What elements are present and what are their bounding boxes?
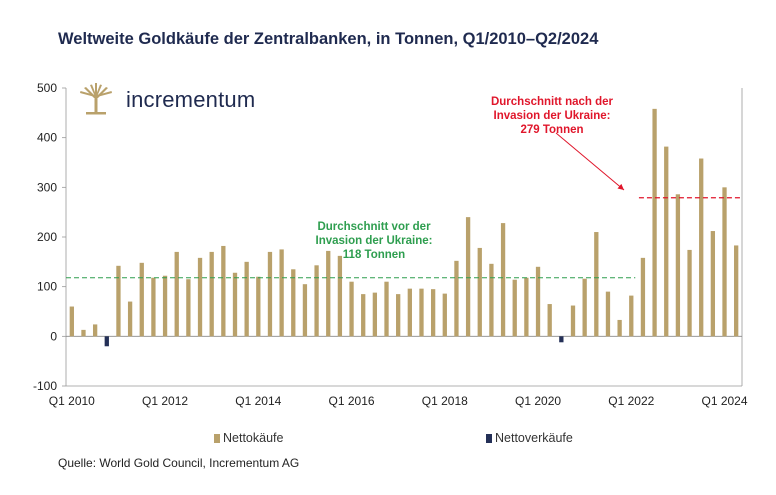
x-tick-label: Q1 2014	[235, 394, 281, 408]
legend-item-sell: Nettoverkäufe	[486, 431, 573, 445]
bar-net-purchase	[267, 251, 273, 337]
bar-net-purchase	[652, 108, 657, 337]
bar-net-purchase	[372, 292, 378, 337]
y-tick-label: 200	[37, 230, 57, 244]
y-tick-label: 0	[50, 329, 57, 343]
bar-net-purchase	[489, 263, 494, 337]
bar-net-purchase	[547, 304, 552, 337]
bar-net-purchase	[127, 301, 133, 337]
y-tick-label: 500	[37, 81, 57, 95]
bar-net-purchase	[629, 295, 634, 337]
x-tick-label: Q1 2010	[49, 394, 95, 408]
legend-swatch-buy	[214, 433, 220, 443]
annotation-avg-after: 279 Tonnen	[520, 124, 583, 136]
bar-net-purchase	[186, 279, 191, 337]
bar-net-purchase	[81, 329, 86, 337]
bar-net-purchase	[430, 289, 436, 337]
annotation-avg-after: Invasion der Ukraine:	[494, 110, 611, 122]
x-tick-label: Q1 2012	[142, 394, 188, 408]
bar-net-purchase	[524, 277, 529, 337]
bar-net-sale	[559, 336, 564, 343]
bar-net-purchase	[582, 278, 587, 337]
bar-net-purchase	[605, 291, 611, 337]
bar-net-purchase	[232, 272, 238, 337]
bar-net-purchase	[244, 261, 249, 337]
bar-net-purchase	[69, 306, 74, 337]
y-tick-label: 300	[37, 180, 57, 194]
bar-net-purchase	[396, 294, 401, 337]
bar-net-purchase	[221, 245, 226, 337]
bar-net-purchase	[256, 276, 261, 337]
bar-net-purchase	[570, 305, 576, 337]
bar-net-purchase	[664, 146, 669, 337]
bar-net-purchase	[314, 265, 319, 337]
annotation-avg-before: Durchschnitt vor der	[317, 221, 431, 233]
bar-net-purchase	[326, 250, 331, 337]
x-tick-label: Q1 2024	[701, 394, 747, 408]
bar-net-purchase	[384, 281, 389, 337]
bar-net-purchase	[337, 255, 343, 337]
bar-net-purchase	[209, 251, 214, 337]
bar-net-purchase	[361, 294, 366, 337]
x-tick-label: Q1 2016	[329, 394, 375, 408]
bar-net-purchase	[116, 265, 121, 337]
bar-net-purchase	[465, 217, 471, 337]
bar-net-purchase	[734, 245, 739, 337]
annotation-avg-before: Invasion der Ukraine:	[316, 235, 433, 247]
bar-net-purchase	[675, 194, 681, 337]
bar-net-purchase	[617, 319, 622, 337]
legend-label-sell: Nettoverkäufe	[495, 431, 573, 445]
bar-net-purchase	[442, 293, 447, 337]
bar-net-sale	[104, 336, 109, 347]
bar-net-purchase	[640, 257, 646, 337]
legend-swatch-sell	[486, 433, 492, 443]
legend-label-buy: Nettokäufe	[223, 431, 284, 445]
source-note: Quelle: World Gold Council, Incrementum …	[58, 456, 300, 470]
tree-icon	[80, 83, 112, 115]
bar-net-purchase	[477, 247, 482, 337]
brand-logo: incrementum	[78, 83, 255, 117]
bar-net-purchase	[174, 251, 179, 337]
annotation-avg-after: Durchschnitt nach der	[491, 96, 614, 108]
bar-net-purchase	[710, 231, 716, 337]
annotation-avg-before: 118 Tonnen	[343, 249, 405, 261]
bar-net-purchase	[419, 288, 424, 337]
bar-net-purchase	[291, 269, 296, 337]
bar-net-purchase	[162, 275, 168, 337]
bar-net-purchase	[139, 262, 144, 337]
bar-net-purchase	[151, 277, 156, 337]
bar-net-purchase	[279, 249, 284, 337]
bar-net-purchase	[197, 257, 203, 337]
x-tick-label: Q1 2018	[422, 394, 468, 408]
bar-net-purchase	[349, 281, 354, 337]
bar-net-purchase	[699, 158, 704, 337]
bar-net-purchase	[535, 266, 541, 337]
annotation-arrow	[555, 132, 625, 191]
bar-net-purchase	[454, 260, 459, 337]
x-tick-label: Q1 2020	[515, 394, 561, 408]
bar-net-purchase	[594, 232, 599, 337]
bar-net-purchase	[92, 324, 98, 337]
y-tick-label: 100	[37, 280, 57, 294]
chart-title: Weltweite Goldkäufe der Zentralbanken, i…	[58, 30, 599, 48]
bar-net-purchase	[500, 223, 506, 337]
brand-name: incrementum	[126, 87, 256, 112]
bar-net-purchase	[722, 187, 727, 337]
legend-item-buy: Nettokäufe	[214, 431, 283, 445]
bar-net-purchase	[687, 249, 692, 337]
bar-net-purchase	[302, 284, 308, 337]
bar-net-purchase	[512, 279, 517, 337]
y-tick-label: -100	[33, 379, 57, 393]
x-tick-label: Q1 2022	[608, 394, 654, 408]
y-tick-label: 400	[37, 131, 57, 145]
bar-net-purchase	[407, 288, 412, 337]
